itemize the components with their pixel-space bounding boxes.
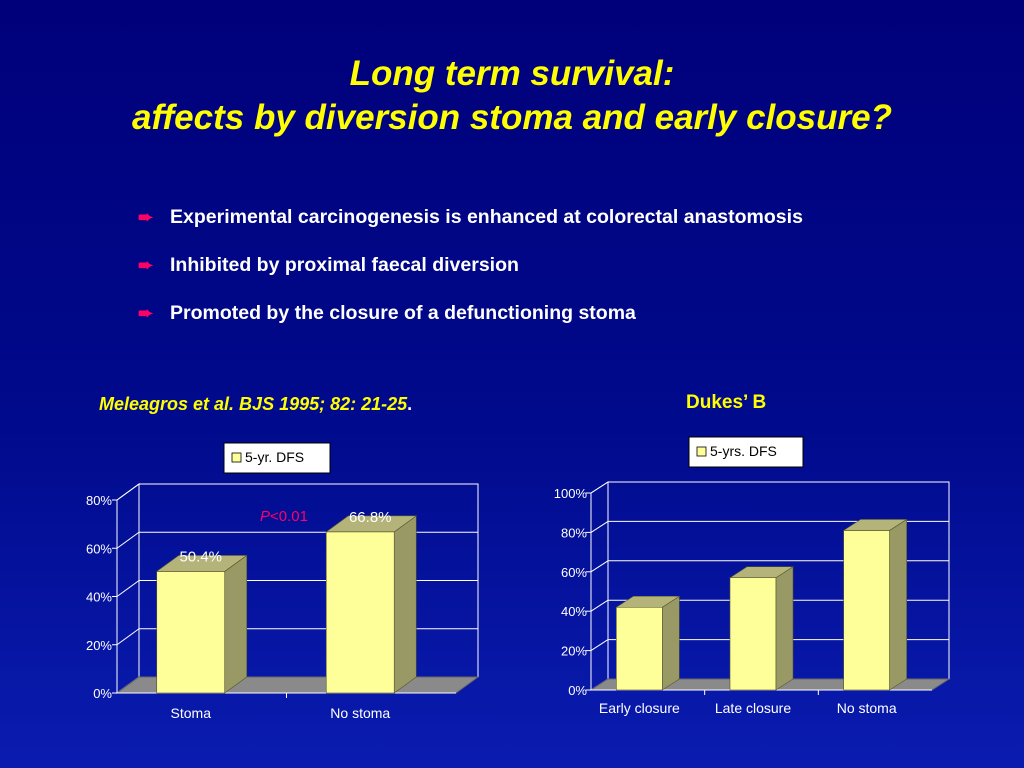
- gridline-diagonal: [590, 599, 609, 612]
- bar: [616, 606, 663, 691]
- y-tick-label: 100%: [554, 486, 588, 501]
- citation: Meleagros et al. BJS 1995; 82: 21-25.: [99, 394, 412, 415]
- bar-top: [325, 515, 418, 533]
- gridline-diagonal: [590, 639, 609, 652]
- right-arrow-icon: ➨: [138, 254, 154, 275]
- bar: [325, 531, 395, 694]
- bar-top: [728, 566, 795, 579]
- bar-top: [842, 519, 908, 531]
- legend-swatch: [696, 446, 707, 457]
- bullet-item: ➨ Inhibited by proximal faecal diversion: [138, 251, 803, 279]
- gridline-diagonal: [590, 481, 609, 494]
- y-tick-label: 0%: [93, 686, 112, 701]
- legend-label: 5-yr. DFS: [245, 449, 304, 465]
- citation-period: .: [407, 394, 413, 414]
- plot-side-wall: [590, 481, 609, 691]
- title-line-1: Long term survival:: [349, 54, 675, 93]
- gridline-diagonal: [116, 580, 140, 597]
- legend-box: [223, 442, 331, 474]
- y-tick-label: 60%: [561, 565, 587, 580]
- gridline-diagonal: [116, 531, 140, 549]
- bar: [729, 577, 777, 691]
- data-label: 50.4%: [179, 548, 222, 565]
- bullet-text: Inhibited by proximal faecal diversion: [170, 253, 519, 276]
- bar: [843, 530, 890, 691]
- y-tick-label: 60%: [86, 541, 112, 556]
- bullet-list: ➨ Experimental carcinogenesis is enhance…: [138, 203, 803, 347]
- legend: 5-yr. DFS: [223, 442, 331, 474]
- y-tick-label: 20%: [86, 638, 112, 653]
- y-tick-label: 0%: [568, 683, 587, 698]
- right-chart-subtitle: Dukes’ B: [686, 392, 767, 413]
- bar-side: [889, 518, 907, 691]
- right-chart: 0% 20% 40% 60% 80% 100% Early closure Late clos…: [554, 436, 951, 716]
- bar-side: [662, 595, 680, 691]
- y-tick-label: 40%: [86, 590, 112, 605]
- bullet-text: Experimental carcinogenesis is enhanced …: [170, 205, 803, 228]
- bar-side: [393, 515, 417, 694]
- bar-side: [224, 554, 248, 694]
- gridline-diagonal: [116, 483, 140, 501]
- p-value-symbol: P: [260, 508, 270, 525]
- p-value-annotation: P<0.01: [260, 508, 308, 525]
- bar: [156, 571, 226, 694]
- title-line-2: affects by diversion stoma and early clo…: [132, 98, 892, 137]
- category-label: Late closure: [715, 700, 791, 716]
- category-label: No stoma: [837, 700, 897, 716]
- y-tick-label: 80%: [86, 493, 112, 508]
- legend-box: [688, 436, 804, 468]
- legend-swatch: [231, 452, 242, 463]
- p-value-text: <0.01: [270, 508, 308, 525]
- legend: 5-yrs. DFS: [688, 436, 804, 468]
- data-label: 66.8%: [349, 509, 392, 526]
- bullet-text: Promoted by the closure of a defunctioni…: [170, 301, 636, 324]
- right-arrow-icon: ➨: [138, 206, 154, 227]
- citation-text: Meleagros et al. BJS 1995; 82: 21-25: [99, 394, 408, 414]
- gridline-diagonal: [590, 560, 609, 573]
- gridline-diagonal: [590, 520, 609, 533]
- right-arrow-icon: ➨: [138, 302, 154, 323]
- bullet-item: ➨ Promoted by the closure of a defunctio…: [138, 299, 803, 327]
- legend-label: 5-yrs. DFS: [710, 443, 777, 459]
- category-label: Early closure: [599, 700, 680, 716]
- left-chart: 0% 20% 40% 60% 80% 50.4% Stoma 66.8% No stoma 5-y…: [86, 442, 480, 721]
- category-label: No stoma: [330, 705, 390, 721]
- slide-title: Long term survival: affects by diversion…: [0, 52, 1024, 140]
- bullet-item: ➨ Experimental carcinogenesis is enhance…: [138, 203, 803, 231]
- y-tick-label: 40%: [561, 604, 587, 619]
- bar-top: [155, 555, 248, 572]
- bar-top: [615, 595, 681, 608]
- gridline-diagonal: [116, 628, 140, 646]
- y-tick-label: 80%: [561, 525, 587, 540]
- y-tick-label: 20%: [561, 644, 587, 659]
- category-label: Stoma: [171, 705, 212, 721]
- bar-side: [775, 566, 794, 691]
